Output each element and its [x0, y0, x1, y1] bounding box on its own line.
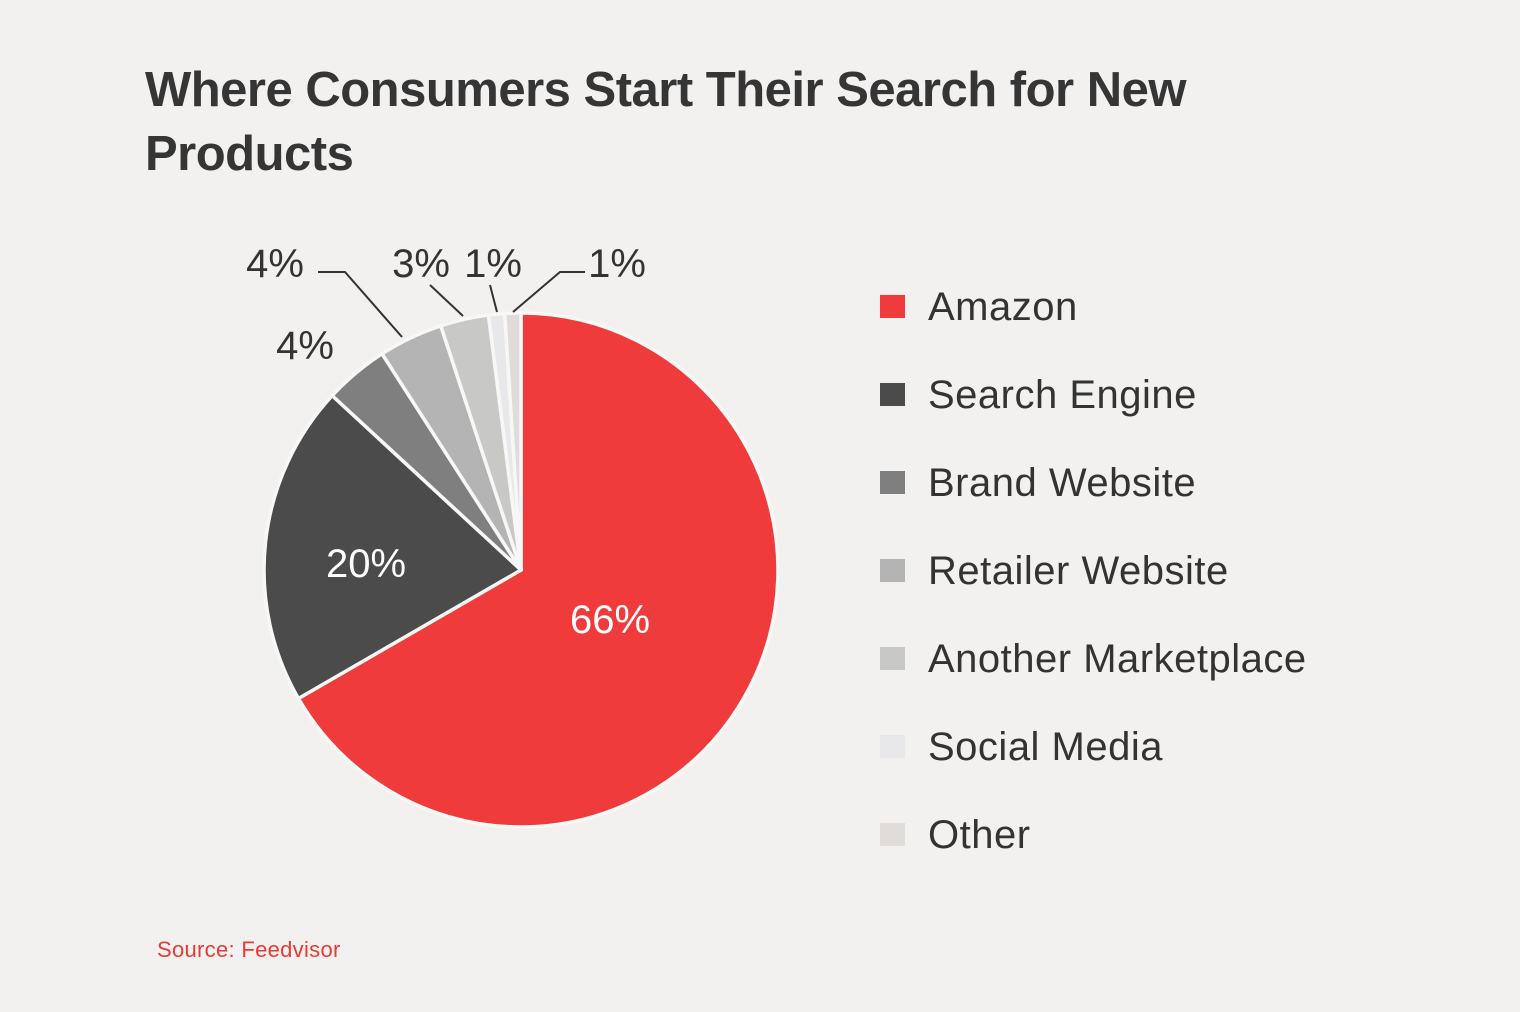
legend-item: Retailer Website	[880, 549, 1307, 637]
legend-swatch	[880, 735, 905, 758]
legend-item: Amazon	[880, 285, 1307, 373]
leader-line	[429, 284, 464, 317]
leader-line	[318, 271, 403, 338]
legend-label: Another Marketplace	[928, 637, 1307, 681]
data-label: 4%	[276, 324, 334, 368]
data-label: 4%	[246, 242, 304, 286]
legend-label: Other	[928, 813, 1031, 857]
legend-swatch	[880, 471, 905, 494]
legend-swatch	[880, 295, 905, 318]
data-label: 20%	[326, 542, 406, 586]
legend-item: Brand Website	[880, 461, 1307, 549]
legend-item: Another Marketplace	[880, 637, 1307, 725]
legend-swatch	[880, 647, 905, 670]
legend-swatch	[880, 559, 905, 582]
legend: Amazon Search Engine Brand Website Retailer…	[880, 285, 1307, 901]
data-label: 3%	[392, 242, 450, 286]
legend-label: Amazon	[928, 285, 1078, 329]
legend-swatch	[880, 823, 905, 846]
pie-slice-search-engine	[262, 393, 523, 701]
legend-item: Social Media	[880, 725, 1307, 813]
chart-title: Where Consumers Start Their Search for N…	[145, 63, 1186, 181]
legend-label: Brand Website	[928, 461, 1197, 505]
leader-line	[489, 284, 498, 313]
pie-slice-other	[502, 311, 523, 572]
legend-label: Search Engine	[928, 373, 1197, 417]
data-label: 1%	[588, 242, 646, 286]
legend-swatch	[880, 383, 905, 406]
data-label: 1%	[464, 242, 522, 286]
legend-item: Other	[880, 813, 1307, 901]
source-note: Source: Feedvisor	[157, 937, 341, 962]
legend-label: Social Media	[928, 725, 1164, 769]
legend-label: Retailer Website	[928, 549, 1229, 593]
data-label: 66%	[570, 598, 650, 642]
legend-item: Search Engine	[880, 373, 1307, 461]
pie-slice-amazon	[296, 311, 780, 829]
leader-line	[512, 271, 585, 313]
